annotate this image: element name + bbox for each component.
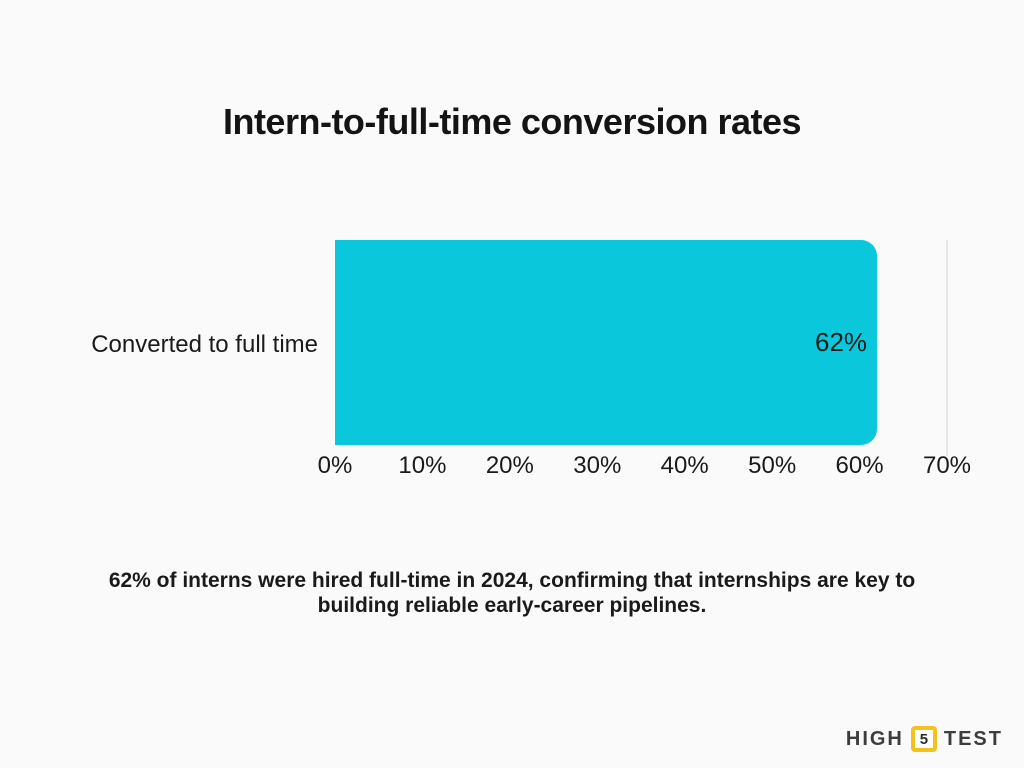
caption-line-2: building reliable early-career pipelines… (317, 594, 707, 617)
x-axis: 0% 10% 20% 30% 40% 50% 60% 70% (318, 452, 971, 482)
bar-value-label: 62% (815, 327, 868, 357)
logo-word-test: TEST (943, 727, 1003, 750)
logo-5-badge: 5 (910, 726, 937, 752)
x-tick-30-percent: 30% (573, 452, 622, 479)
x-tick-40-percent: 40% (660, 452, 709, 479)
x-tick-10-percent: 10% (398, 452, 447, 479)
x-tick-0-percent: 0% (317, 452, 353, 479)
caption: 62% of interns were hired full-time in 2… (0, 568, 1024, 618)
logo-number: 5 (919, 730, 929, 748)
x-tick-50-percent: 50% (748, 452, 797, 479)
caption-line-1: 62% of interns were hired full-time in 2… (108, 569, 916, 592)
bar-converted-to-full-time: 62% (335, 240, 878, 445)
logo-word-high: HIGH (845, 727, 904, 750)
plot-area: 62% (335, 240, 948, 456)
category-label: Converted to full time (91, 331, 318, 358)
gridline-70-percent (946, 240, 948, 456)
page-title: Intern-to-full-time conversion rates (222, 101, 802, 142)
x-tick-70-percent: 70% (922, 452, 972, 479)
high5test-logo: HIGH 5 TEST (846, 726, 1003, 752)
x-tick-20-percent: 20% (485, 452, 534, 479)
x-tick-60-percent: 60% (835, 452, 884, 479)
